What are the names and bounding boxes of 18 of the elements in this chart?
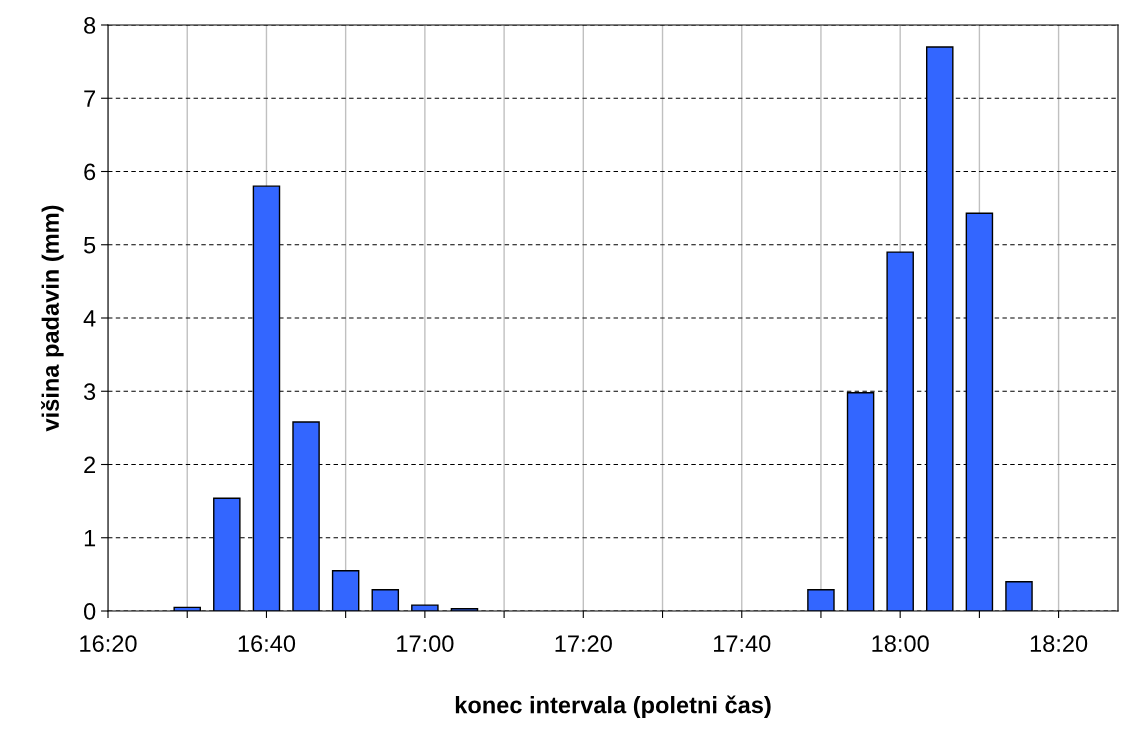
x-tick-label: 17:20: [555, 635, 612, 652]
y-tick-label: 0: [83, 603, 96, 620]
y-tick-label: 4: [83, 310, 96, 327]
y-tick-label: 7: [84, 90, 96, 107]
y-tick-label: 3: [83, 383, 96, 401]
x-tick-label: 17:00: [397, 635, 454, 652]
y-axis-title: višina padavin (mm): [41, 205, 64, 432]
y-tick-label: 1: [84, 530, 96, 547]
x-tick-label: 18:00: [872, 635, 929, 652]
y-tick-label: 5: [84, 237, 96, 254]
x-tick-label: 18:20: [1030, 635, 1088, 652]
y-tick-label: 6: [84, 163, 96, 181]
x-axis-title: konec intervala (poletni čas): [455, 695, 771, 719]
x-tick-label: 16:20: [80, 635, 137, 652]
x-tick-label: 16:40: [238, 635, 296, 652]
y-tick-label: 8: [84, 17, 96, 34]
x-tick-label: 17:40: [714, 635, 771, 652]
y-tick-label: 2: [84, 456, 96, 474]
